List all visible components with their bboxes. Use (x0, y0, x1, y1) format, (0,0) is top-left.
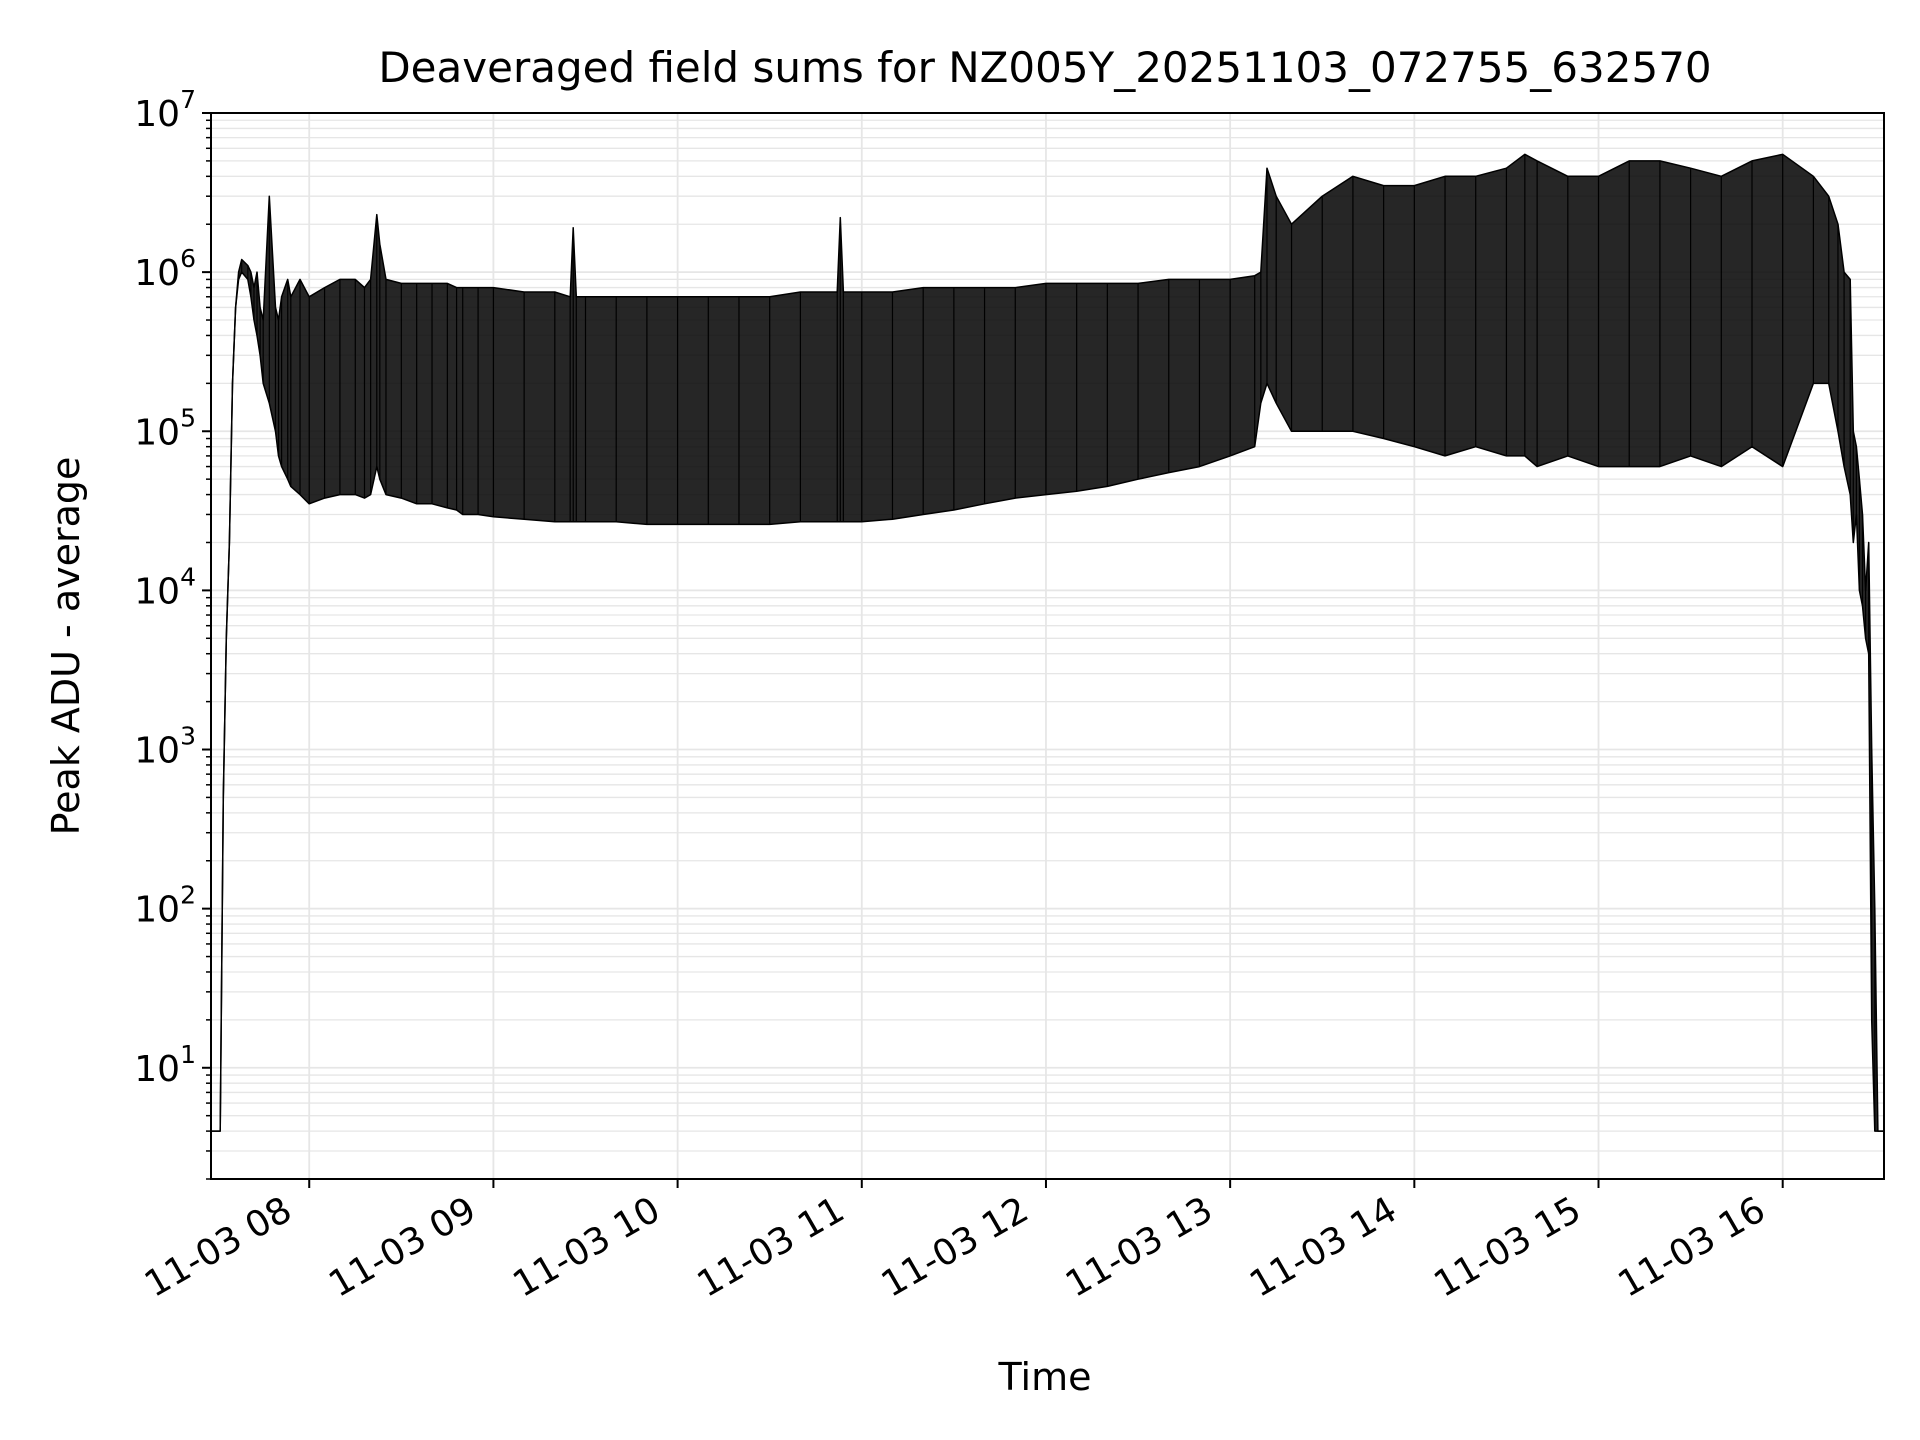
y-tick-label: 106 (134, 244, 196, 294)
y-tick-label: 107 (134, 85, 196, 135)
plot-frame (210, 112, 1885, 1180)
y-tick-label: 104 (134, 562, 196, 612)
y-tick-label: 102 (134, 881, 196, 931)
x-axis-label: Time (998, 1355, 1092, 1399)
y-axis: 101 102 103 104 105 106 107 (134, 85, 211, 1180)
chart-title: Deaveraged field sums for NZ005Y_2025110… (378, 43, 1711, 92)
plot-area (210, 112, 1885, 1180)
y-tick-label: 105 (134, 403, 196, 453)
y-tick-label: 103 (134, 722, 196, 772)
y-axis-label: Peak ADU - average (44, 457, 88, 836)
y-tick-label: 101 (134, 1040, 196, 1090)
series-envelope (211, 154, 1884, 1132)
series-line-high (211, 153, 1884, 1132)
series-layer (211, 153, 1884, 1132)
